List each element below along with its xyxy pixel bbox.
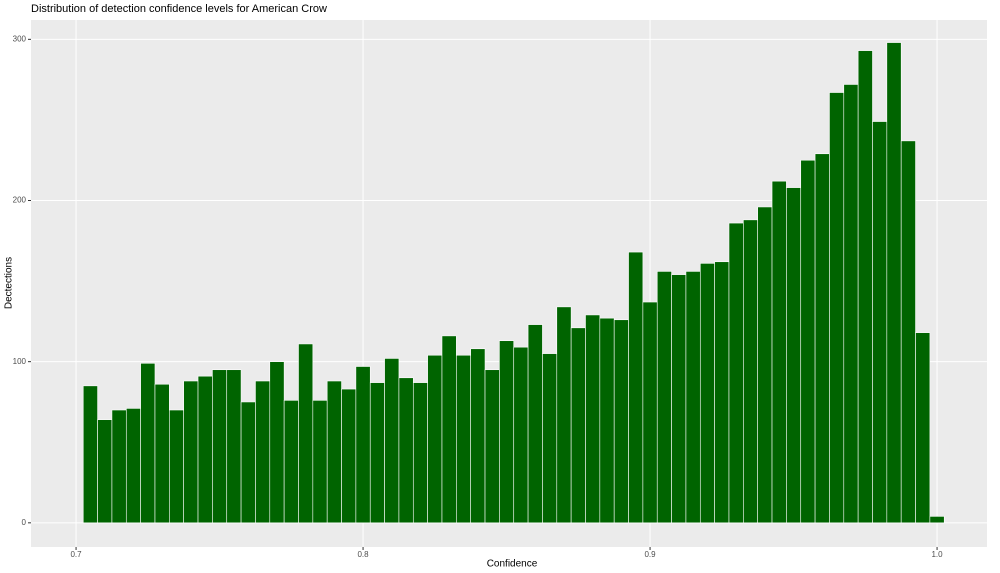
bar [800, 159, 816, 524]
bar [412, 382, 428, 524]
bar [355, 366, 371, 524]
bar [140, 362, 156, 524]
bar [728, 222, 744, 524]
x-tick-label: 1.0 [931, 550, 943, 559]
bar [326, 380, 342, 524]
bar [843, 84, 859, 524]
bar [226, 369, 242, 524]
bar [111, 409, 127, 524]
bar [341, 388, 357, 524]
bar [82, 385, 98, 524]
y-tick-label: 300 [13, 34, 27, 43]
bar [556, 306, 572, 524]
bar [212, 369, 228, 524]
x-tick-label: 0.7 [70, 550, 82, 559]
bar [714, 261, 730, 524]
bar [642, 301, 658, 524]
bar [499, 340, 515, 524]
bar [628, 251, 644, 524]
bar [312, 400, 328, 524]
bar [757, 206, 773, 524]
bar [699, 263, 715, 524]
bar [743, 219, 758, 524]
x-tick-label: 0.9 [644, 550, 656, 559]
bar [671, 274, 687, 524]
bar [470, 348, 486, 524]
y-axis-title: Dectections [4, 257, 15, 309]
chart-title: Distribution of detection confidence lev… [31, 3, 327, 15]
bar [240, 401, 256, 524]
bar [269, 361, 285, 524]
y-tick-label: 100 [13, 357, 27, 366]
bar [398, 377, 414, 524]
bar [527, 324, 543, 524]
bar [786, 187, 802, 524]
bar [197, 375, 213, 524]
bar [771, 180, 787, 524]
bar [570, 327, 586, 524]
bar [125, 408, 141, 524]
bar [599, 317, 615, 524]
bar [656, 271, 672, 524]
bar [154, 383, 170, 524]
bar [513, 346, 529, 524]
bar [814, 153, 830, 524]
bar [585, 314, 601, 524]
y-tick-label: 0 [22, 518, 27, 527]
bar [384, 358, 400, 524]
bar [857, 50, 873, 524]
bar [484, 369, 500, 524]
bar [929, 516, 945, 524]
bar [915, 332, 931, 524]
bar [542, 353, 558, 524]
bar [283, 400, 299, 524]
bar [183, 380, 199, 524]
bar [255, 380, 271, 524]
bar [298, 343, 314, 524]
bar [613, 319, 629, 524]
bar [456, 354, 471, 524]
bar [886, 42, 902, 524]
x-tick-label: 0.8 [357, 550, 369, 559]
x-axis-title: Confidence [487, 559, 538, 570]
bar [169, 409, 184, 524]
bar [97, 419, 113, 524]
bar [441, 335, 457, 524]
bar [872, 121, 888, 524]
bar [427, 354, 443, 524]
bar [685, 271, 701, 524]
bar [369, 382, 385, 524]
bar [900, 140, 916, 524]
y-tick-label: 200 [13, 196, 27, 205]
bar [829, 92, 845, 524]
